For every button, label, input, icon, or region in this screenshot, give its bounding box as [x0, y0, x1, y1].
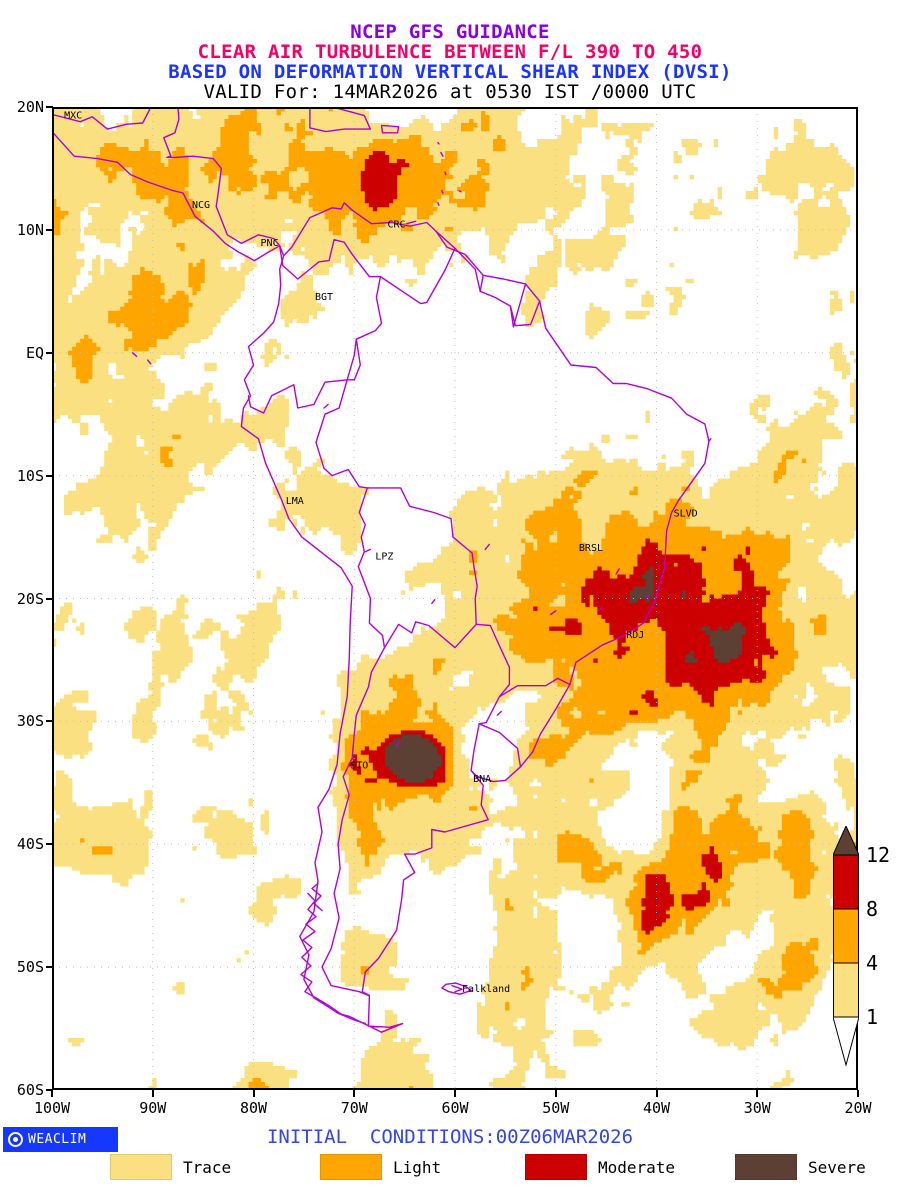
- legend-swatch-severe: [735, 1154, 797, 1180]
- y-axis-tick: [46, 228, 53, 231]
- x-axis-label-90W: 90W: [139, 1099, 167, 1117]
- y-axis-tick: [46, 1089, 53, 1091]
- y-axis-tick: [46, 597, 53, 600]
- legend-label-severe: Severe: [808, 1157, 866, 1177]
- turbulence-map[interactable]: MXC NCG PNC CRC BGT LMA LPZ BRSL SLVD RDJ STO BNA Fa…: [52, 107, 858, 1090]
- brand-label: WEACLIM: [28, 1132, 87, 1147]
- y-axis-label-30S: 30S: [16, 712, 44, 731]
- legend-label-moderate: Moderate: [598, 1157, 676, 1177]
- legend-item-light: Light: [320, 1154, 441, 1180]
- x-axis-label-40W: 40W: [642, 1099, 671, 1117]
- city-label-pnc: PNC: [261, 238, 279, 249]
- x-axis-label-80W: 80W: [239, 1099, 268, 1117]
- legend-swatch-moderate: [525, 1154, 587, 1180]
- city-label-slvd: SLVD: [674, 508, 698, 519]
- y-axis-label-EQ: EQ: [25, 343, 44, 362]
- city-label-rdj: RDJ: [626, 630, 644, 641]
- x-axis-tick: [857, 1090, 859, 1097]
- severity-legend: Trace Light Moderate Severe: [0, 1152, 900, 1186]
- title-method: BASED ON DEFORMATION VERTICAL SHEAR INDE…: [168, 61, 732, 84]
- turbulence-class-light: [52, 107, 858, 1090]
- y-axis-label-40S: 40S: [16, 835, 44, 854]
- colorbar-band-light: [833, 908, 859, 964]
- map-canvas[interactable]: MXC NCG PNC CRC BGT LMA LPZ BRSL SLVD RDJ STO BNA Fa…: [52, 107, 858, 1090]
- city-label-lpz: LPZ: [375, 551, 393, 562]
- x-axis-label-60W: 60W: [441, 1099, 469, 1117]
- circle-logo-icon: [8, 1132, 23, 1147]
- city-label-falkland: Falkland: [462, 984, 510, 995]
- dvsi-colorbar: [832, 824, 860, 1095]
- y-axis-tick: [46, 106, 53, 108]
- turbulence-class-trace: [52, 107, 858, 1090]
- legend-item-severe: Severe: [735, 1154, 866, 1180]
- y-axis-tick: [46, 720, 53, 723]
- coastlines-and-borders: [52, 107, 712, 1033]
- city-label-lma: LMA: [286, 496, 304, 507]
- x-axis-label-50W: 50W: [542, 1099, 570, 1117]
- colorbar-none-arrow: [832, 1016, 860, 1067]
- city-label-mxc: MXC: [64, 110, 82, 121]
- x-axis-tick: [353, 1090, 356, 1097]
- y-axis-label-10S: 10S: [16, 466, 44, 485]
- y-axis-label-20N: 20N: [16, 98, 44, 116]
- x-axis-tick: [252, 1090, 255, 1097]
- title-model: NCEP GFS GUIDANCE: [350, 21, 550, 43]
- legend-swatch-light: [320, 1154, 382, 1180]
- x-axis-tick: [756, 1090, 759, 1097]
- map-gridlines: [52, 107, 858, 1090]
- colorbar-svg: [832, 824, 860, 1067]
- x-axis-label-20W: 20W: [844, 1099, 872, 1117]
- x-axis-tick: [554, 1090, 557, 1097]
- city-label-bna: BNA: [473, 774, 491, 785]
- turbulence-class-severe: [384, 566, 747, 783]
- y-axis-label-60S: 60S: [16, 1081, 44, 1099]
- city-label-crc: CRC: [387, 220, 405, 231]
- y-axis-tick: [46, 474, 53, 477]
- colorbar-tick-1: 1: [866, 1005, 879, 1029]
- y-axis-tick: [46, 966, 53, 969]
- title-valid: VALID For: 14MAR2026 at 0530 IST /0000 U…: [203, 81, 697, 104]
- title-product: CLEAR AIR TURBULENCE BETWEEN F/L 390 TO …: [197, 41, 703, 64]
- legend-item-trace: Trace: [110, 1154, 231, 1180]
- city-label-bgt: BGT: [315, 292, 333, 303]
- x-axis-tick: [51, 1090, 53, 1097]
- city-labels: MXC NCG PNC CRC BGT LMA LPZ BRSL SLVD RDJ STO BNA Fa…: [64, 110, 698, 995]
- y-axis-label-10N: 10N: [16, 220, 44, 239]
- y-axis-tick: [46, 843, 53, 846]
- city-label-brsl: BRSL: [579, 543, 603, 554]
- colorbar-tick-12: 12: [866, 843, 891, 867]
- weaclim-brand: WEACLIM: [3, 1127, 118, 1152]
- colorbar-severe-arrow: [832, 824, 860, 856]
- legend-swatch-trace: [110, 1154, 172, 1180]
- y-axis-label-50S: 50S: [16, 958, 44, 977]
- x-axis-tick: [454, 1090, 456, 1097]
- city-label-sto: STO: [350, 760, 368, 771]
- city-label-ncg: NCG: [192, 200, 210, 211]
- colorbar-tick-4: 4: [866, 951, 879, 975]
- x-axis-tick: [655, 1090, 658, 1097]
- title-block: NCEP GFS GUIDANCE CLEAR AIR TURBULENCE B…: [0, 0, 900, 103]
- x-axis-label-30W: 30W: [743, 1099, 771, 1117]
- initial-conditions-text: INITIAL CONDITIONS:00Z06MAR2026: [266, 1126, 634, 1148]
- colorbar-band-moderate: [833, 854, 859, 910]
- colorbar-band-trace: [833, 962, 859, 1018]
- x-axis-label-70W: 70W: [340, 1099, 368, 1117]
- x-axis-label-100W: 100W: [33, 1099, 71, 1117]
- colorbar-tick-8: 8: [866, 897, 879, 921]
- legend-item-moderate: Moderate: [525, 1154, 675, 1180]
- y-axis-tick: [46, 351, 53, 354]
- legend-label-trace: Trace: [183, 1157, 232, 1177]
- legend-label-light: Light: [393, 1157, 442, 1177]
- y-axis-label-20S: 20S: [16, 589, 44, 608]
- x-axis-tick: [151, 1090, 154, 1097]
